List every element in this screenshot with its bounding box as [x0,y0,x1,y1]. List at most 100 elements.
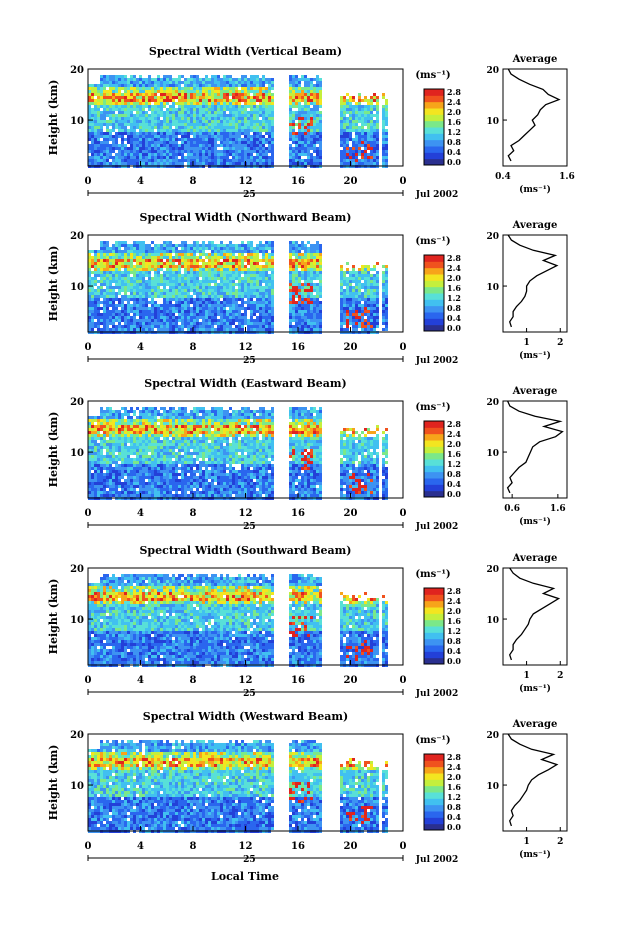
heatmap-cell [256,87,259,90]
heatmap-cell [253,90,256,93]
heatmap-cell [175,253,178,256]
date-label: Jul 2002 [415,190,458,200]
heatmap-cell [271,153,274,156]
heatmap-cell [115,138,118,141]
heatmap-cell [205,129,208,132]
heatmap-cell [307,90,310,93]
heatmap-cell [244,274,247,277]
heatmap-cell [265,295,268,298]
heatmap-cell [166,274,169,277]
heatmap-cell [343,132,346,135]
heatmap-cell [253,307,256,310]
heatmap-cell [169,286,172,289]
heatmap-cell [163,96,166,99]
heatmap-cell [184,102,187,105]
heatmap-cell [376,307,379,310]
heatmap-cell [250,114,253,117]
heatmap-cell [100,129,103,132]
heatmap-cell [193,117,196,120]
heatmap-cell [214,138,217,141]
heatmap-cell [214,153,217,156]
heatmap-cell [211,307,214,310]
heatmap-cell [313,126,316,129]
heatmap-cell [268,313,271,316]
heatmap-cell [94,111,97,114]
heatmap-cell [130,111,133,114]
heatmap-cell [124,268,127,271]
heatmap-cell [160,87,163,90]
heatmap-cell [313,150,316,153]
heatmap-cell [292,153,295,156]
heatmap-cell [313,322,316,325]
heatmap-cell [163,253,166,256]
heatmap-cell [196,114,199,117]
heatmap-cell [238,150,241,153]
heatmap-cell [184,310,187,313]
heatmap-cell [316,322,319,325]
heatmap-cell [208,268,211,271]
heatmap-cell [250,307,253,310]
heatmap-cell [223,150,226,153]
heatmap-cell [121,286,124,289]
heatmap-cell [106,307,109,310]
heatmap-cell [214,102,217,105]
heatmap-cell [184,247,187,250]
heatmap-cell [205,147,208,150]
heatmap-cell [259,250,262,253]
heatmap-cell [187,292,190,295]
heatmap-cell [205,301,208,304]
heatmap-cell [115,126,118,129]
heatmap-cell [103,84,106,87]
heatmap-cell [97,271,100,274]
heatmap-cell [295,105,298,108]
heatmap-cell [223,295,226,298]
heatmap-cell [127,277,130,280]
heatmap-cell [343,126,346,129]
heatmap-cell [268,322,271,325]
heatmap-cell [262,156,265,159]
heatmap-cell [241,132,244,135]
heatmap-cell [241,307,244,310]
heatmap-cell [139,283,142,286]
heatmap-cell [154,105,157,108]
heatmap-cell [139,105,142,108]
heatmap-cell [247,319,250,322]
heatmap-cell [145,93,148,96]
heatmap-cell [217,244,220,247]
heatmap-cell [346,304,349,307]
heatmap-cell [103,328,106,331]
heatmap-cell [157,108,160,111]
heatmap-cell [142,102,145,105]
heatmap-cell [199,274,202,277]
heatmap-cell [139,310,142,313]
heatmap-cell [310,81,313,84]
heatmap-cell [235,262,238,265]
heatmap-cell [298,253,301,256]
heatmap-cell [139,75,142,78]
heatmap-cell [169,316,172,319]
heatmap-cell [115,159,118,162]
heatmap-cell [307,250,310,253]
heatmap-cell [196,304,199,307]
heatmap-cell [268,316,271,319]
heatmap-cell [295,322,298,325]
heatmap-cell [349,295,352,298]
avg-x-label: (ms⁻¹) [519,184,551,195]
heatmap-cell [163,271,166,274]
heatmap-cell [370,132,373,135]
heatmap-cell [232,259,235,262]
heatmap-cell [298,322,301,325]
heatmap-cell [223,322,226,325]
heatmap-cell [301,283,304,286]
heatmap-cell [160,90,163,93]
heatmap-cell [187,117,190,120]
heatmap-cell [193,307,196,310]
heatmap-cell [289,114,292,117]
heatmap-cell [310,301,313,304]
heatmap-cell [100,96,103,99]
heatmap-cell [223,84,226,87]
heatmap-cell [238,111,241,114]
heatmap-cell [175,108,178,111]
heatmap-cell [235,99,238,102]
heatmap-cell [316,90,319,93]
